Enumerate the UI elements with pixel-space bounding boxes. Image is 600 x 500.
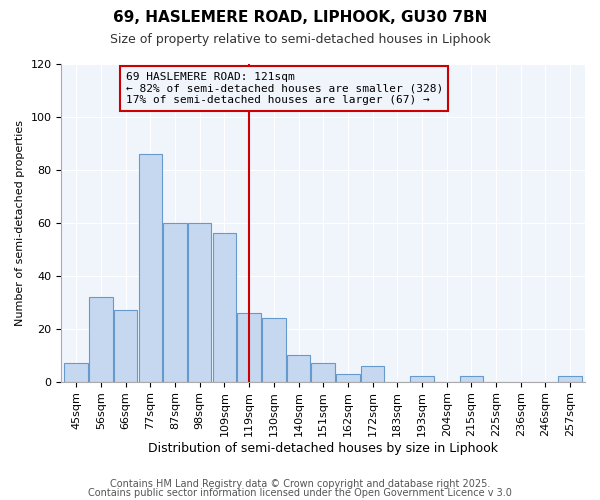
Text: Size of property relative to semi-detached houses in Liphook: Size of property relative to semi-detach… [110,32,490,46]
Bar [262,318,286,382]
Bar [212,234,236,382]
Bar [410,376,434,382]
Bar [559,376,582,382]
Text: 69 HASLEMERE ROAD: 121sqm
← 82% of semi-detached houses are smaller (328)
17% of: 69 HASLEMERE ROAD: 121sqm ← 82% of semi-… [125,72,443,105]
Bar [238,313,261,382]
Bar [89,297,113,382]
Bar [139,154,162,382]
Bar [287,355,310,382]
Bar [460,376,483,382]
Bar [114,310,137,382]
Text: 69, HASLEMERE ROAD, LIPHOOK, GU30 7BN: 69, HASLEMERE ROAD, LIPHOOK, GU30 7BN [113,10,487,25]
Y-axis label: Number of semi-detached properties: Number of semi-detached properties [15,120,25,326]
Bar [311,363,335,382]
Bar [188,223,211,382]
X-axis label: Distribution of semi-detached houses by size in Liphook: Distribution of semi-detached houses by … [148,442,498,455]
Bar [64,363,88,382]
Bar [361,366,385,382]
Bar [336,374,359,382]
Text: Contains public sector information licensed under the Open Government Licence v : Contains public sector information licen… [88,488,512,498]
Text: Contains HM Land Registry data © Crown copyright and database right 2025.: Contains HM Land Registry data © Crown c… [110,479,490,489]
Bar [163,223,187,382]
